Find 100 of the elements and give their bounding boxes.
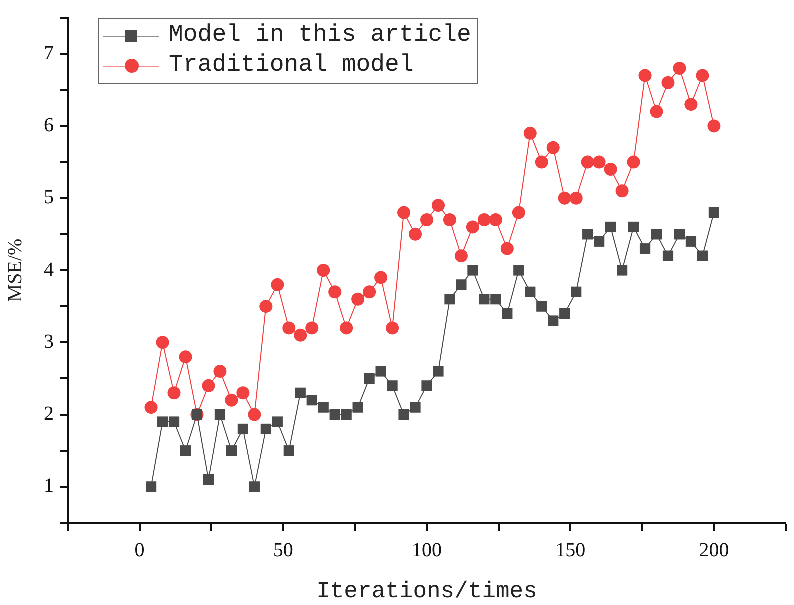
point <box>341 409 352 420</box>
point <box>398 206 411 220</box>
point <box>627 156 640 169</box>
x-tick-label: 100 <box>412 539 442 562</box>
point <box>376 366 386 377</box>
point <box>386 322 400 335</box>
y-tick-label: 3 <box>44 330 54 353</box>
point <box>466 220 480 234</box>
point <box>662 250 674 262</box>
point <box>422 380 432 392</box>
point <box>581 156 594 169</box>
y-axis-title: MSE/% <box>4 238 26 302</box>
point <box>512 206 526 220</box>
point <box>214 409 226 420</box>
point <box>433 366 444 377</box>
y-tick-label: 4 <box>44 258 54 281</box>
point <box>468 265 478 276</box>
point <box>236 386 250 400</box>
point <box>352 292 365 306</box>
point <box>168 386 181 400</box>
x-tick-label: 0 <box>134 539 145 562</box>
y-tick-label: 6 <box>44 114 54 136</box>
point <box>456 280 467 290</box>
point <box>616 184 629 198</box>
point <box>570 192 583 205</box>
x-axis-title: Iterations/times <box>316 578 538 604</box>
point <box>238 424 248 435</box>
point <box>444 294 456 305</box>
point <box>387 380 398 392</box>
point <box>157 416 168 428</box>
point <box>260 300 273 314</box>
point <box>179 350 192 364</box>
point <box>398 409 410 420</box>
point <box>489 214 502 226</box>
point <box>203 474 214 486</box>
point <box>146 482 157 492</box>
point <box>306 322 319 335</box>
point <box>340 322 354 335</box>
point <box>640 244 651 254</box>
point <box>420 214 434 226</box>
point <box>202 379 216 392</box>
point <box>443 214 456 226</box>
point <box>582 229 594 240</box>
point <box>328 286 342 299</box>
point <box>374 271 388 284</box>
point <box>454 250 468 263</box>
point <box>248 408 262 422</box>
point <box>432 199 445 212</box>
point <box>651 229 662 240</box>
point <box>409 228 422 241</box>
x-tick-label: 50 <box>273 539 294 562</box>
point <box>525 286 536 298</box>
point <box>214 365 227 378</box>
point <box>606 222 616 233</box>
point <box>226 446 238 456</box>
point <box>363 286 376 299</box>
point <box>697 250 708 262</box>
point <box>410 402 421 413</box>
point <box>628 222 640 233</box>
point <box>708 120 721 133</box>
point <box>686 236 697 247</box>
point <box>479 294 490 305</box>
point <box>662 76 675 90</box>
point <box>225 394 238 407</box>
y-tick-label: 2 <box>44 403 54 426</box>
point <box>536 301 548 312</box>
point <box>673 62 686 75</box>
point <box>330 409 340 420</box>
point <box>352 402 364 413</box>
point <box>514 265 524 276</box>
y-tick-label: 1 <box>44 475 54 498</box>
point <box>674 229 686 240</box>
legend-label: Model in this article <box>169 21 472 51</box>
point <box>144 401 158 414</box>
point <box>317 264 330 277</box>
point <box>546 141 560 154</box>
point <box>294 328 308 342</box>
point <box>500 242 514 256</box>
point <box>318 402 329 413</box>
point <box>696 69 710 82</box>
x-tick-label: 200 <box>699 539 730 562</box>
point <box>548 316 559 326</box>
point <box>168 416 180 428</box>
point <box>490 294 502 305</box>
point <box>364 373 375 384</box>
point <box>524 126 537 140</box>
point <box>571 286 582 298</box>
point <box>638 69 652 82</box>
point <box>249 482 260 492</box>
x-tick-label: 150 <box>556 539 586 562</box>
point <box>282 322 296 335</box>
point <box>295 388 306 398</box>
point <box>180 446 192 456</box>
y-tick-label: 5 <box>44 186 54 209</box>
point <box>650 105 664 118</box>
point <box>594 236 605 247</box>
point <box>502 308 513 320</box>
point <box>592 156 606 169</box>
y-tick-label: 7 <box>44 42 54 64</box>
point <box>560 308 570 320</box>
